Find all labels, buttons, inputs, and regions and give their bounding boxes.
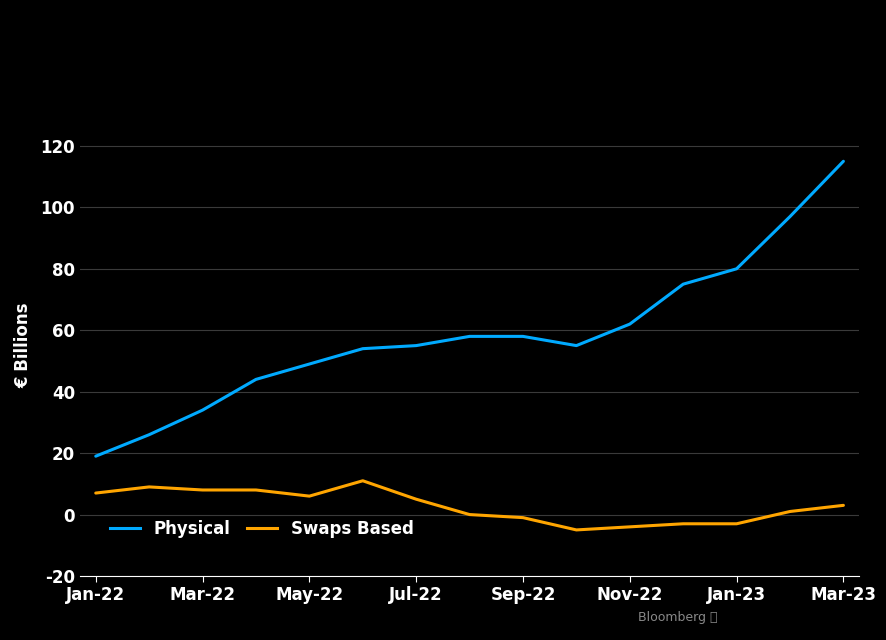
Physical (571, 342, 582, 349)
Physical (411, 342, 422, 349)
Y-axis label: € Billions: € Billions (14, 303, 32, 388)
Physical (464, 333, 475, 340)
Physical (678, 280, 688, 288)
Swaps Based (251, 486, 261, 494)
Physical (731, 265, 742, 273)
Swaps Based (464, 511, 475, 518)
Physical (198, 406, 208, 414)
Physical (625, 320, 635, 328)
Text: European Swap-Based ETFs Out of Favor: Flows: European Swap-Based ETFs Out of Favor: F… (89, 32, 797, 58)
Swaps Based (357, 477, 368, 484)
Swaps Based (785, 508, 796, 515)
Swaps Based (144, 483, 154, 491)
Line: Physical: Physical (96, 161, 843, 456)
Swaps Based (625, 523, 635, 531)
Swaps Based (517, 514, 528, 522)
Physical (90, 452, 101, 460)
Legend: Physical, Swaps Based: Physical, Swaps Based (104, 513, 420, 545)
Line: Swaps Based: Swaps Based (96, 481, 843, 530)
Swaps Based (198, 486, 208, 494)
Text: Bloomberg 📊: Bloomberg 📊 (638, 611, 718, 624)
Swaps Based (411, 495, 422, 503)
Physical (251, 376, 261, 383)
Swaps Based (678, 520, 688, 527)
Physical (517, 333, 528, 340)
Swaps Based (304, 492, 315, 500)
Physical (785, 212, 796, 220)
Physical (304, 360, 315, 368)
Swaps Based (731, 520, 742, 527)
Physical (144, 431, 154, 438)
Swaps Based (838, 502, 849, 509)
Swaps Based (90, 489, 101, 497)
Swaps Based (571, 526, 582, 534)
Physical (838, 157, 849, 165)
Physical (357, 345, 368, 353)
